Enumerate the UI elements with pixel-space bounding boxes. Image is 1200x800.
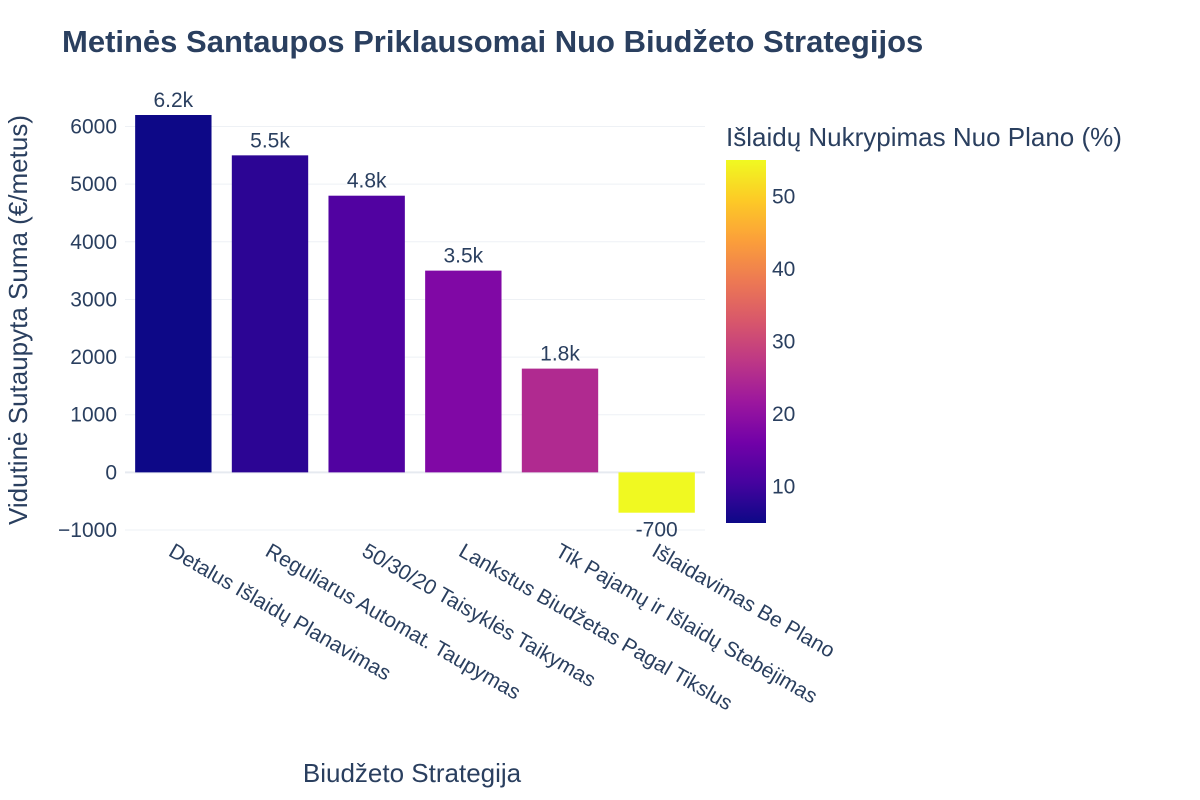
colorbar-gradient [726,160,766,523]
x-axis-title: Biudžeto Strategija [303,758,522,788]
colorbar-tick-label: 30 [772,331,795,354]
colorbar: Išlaidų Nukrypimas Nuo Plano (%) 10 20 30 4… [726,122,1122,523]
bar-value-label: 3.5k [443,245,483,268]
colorbar-tick-label: 10 [772,476,795,499]
colorbar-tick-label: 50 [772,185,795,208]
colorbar-tick-label: 20 [772,403,795,426]
bar [231,155,309,473]
y-axis-title: Vidutinė Sutaupyta Suma (€/metus) [3,115,33,525]
y-tick-label: −1000 [58,519,117,542]
y-tick-label: 1000 [70,404,117,427]
y-tick-label: 0 [105,461,117,484]
bar-value-label: 4.8k [347,170,387,193]
y-tick-label: 5000 [70,173,117,196]
y-axis-ticks: −1000 0 1000 2000 3000 4000 5000 6000 [58,116,117,542]
bar [425,270,502,473]
bar-value-label: 6.2k [153,89,193,112]
bar [618,472,695,513]
bar-value-labels: 6.2k 5.5k 4.8k 3.5k 1.8k -700 [153,89,677,542]
bar [521,368,599,473]
gridlines [125,126,705,531]
bar-value-label: 1.8k [540,343,580,366]
y-tick-label: 3000 [70,288,117,311]
y-tick-label: 6000 [70,116,117,139]
colorbar-title: Išlaidų Nukrypimas Nuo Plano (%) [726,122,1122,152]
colorbar-tick-label: 40 [772,258,795,281]
chart-title: Metinės Santaupos Priklausomai Nuo Biudž… [62,24,923,59]
bar-value-label: 5.5k [250,129,290,152]
y-tick-label: 2000 [70,346,117,369]
bars [135,115,695,513]
bar-value-label: -700 [636,519,678,542]
bar [135,115,212,473]
y-tick-label: 4000 [70,231,117,254]
bar [328,195,405,473]
